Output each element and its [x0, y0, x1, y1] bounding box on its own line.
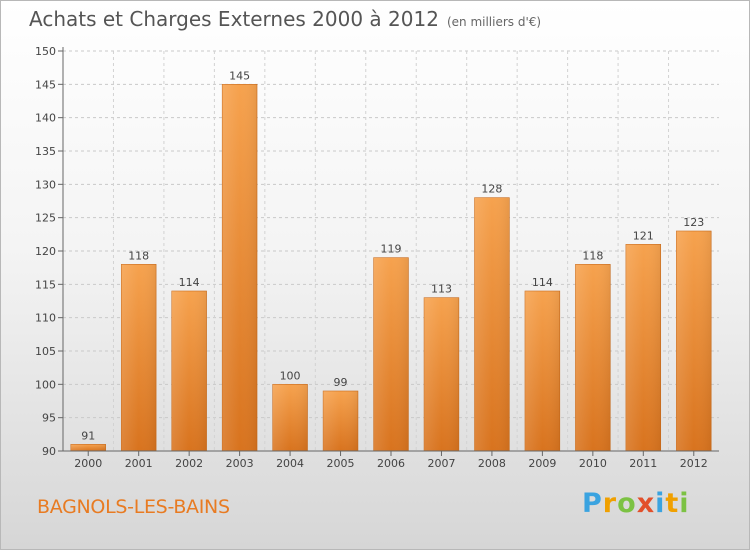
commune-name: BAGNOLS-LES-BAINS: [37, 496, 230, 518]
bar-shade: [272, 384, 308, 451]
data-label: 128: [481, 183, 502, 196]
y-tick-label: 105: [35, 345, 56, 358]
logo-letter: r: [602, 488, 618, 519]
data-label: 123: [683, 216, 704, 229]
y-tick-label: 140: [35, 112, 56, 125]
bar-shade: [625, 244, 661, 451]
bar-shade: [171, 291, 207, 451]
bar-shade: [424, 297, 459, 451]
y-tick-label: 90: [42, 445, 56, 458]
x-tick-label: 2006: [377, 457, 405, 470]
bar-shade: [373, 257, 409, 451]
data-label: 99: [334, 376, 348, 389]
bar-shade: [676, 231, 712, 451]
bar-shade: [474, 197, 510, 451]
y-tick-label: 115: [35, 278, 56, 291]
data-label: 118: [582, 249, 603, 262]
data-label: 113: [431, 283, 452, 296]
data-label: 145: [229, 69, 250, 82]
data-label: 114: [532, 276, 553, 289]
y-tick-label: 125: [35, 212, 56, 225]
y-tick-label: 130: [35, 178, 56, 191]
bar-shade: [524, 291, 560, 451]
bar-shade: [575, 264, 611, 451]
data-label: 121: [633, 229, 654, 242]
x-tick-label: 2007: [427, 457, 455, 470]
x-tick-label: 2005: [327, 457, 355, 470]
y-tick-label: 120: [35, 245, 56, 258]
logo-letter: o: [617, 488, 637, 519]
y-tick-label: 110: [35, 312, 56, 325]
x-tick-label: 2002: [175, 457, 203, 470]
x-tick-label: 2000: [74, 457, 102, 470]
bar-shade: [222, 84, 258, 451]
x-tick-label: 2010: [579, 457, 607, 470]
x-tick-label: 2012: [680, 457, 708, 470]
y-tick-label: 100: [35, 378, 56, 391]
bar-shade: [70, 444, 106, 451]
proxiti-logo: Proxiti: [582, 488, 690, 519]
data-label: 118: [128, 249, 149, 262]
logo-letter: i: [679, 488, 690, 519]
chart-title-text: Achats et Charges Externes 2000 à 2012: [29, 7, 439, 31]
logo-letter: i: [655, 488, 666, 519]
bar-shade: [323, 391, 358, 451]
y-tick-label: 145: [35, 78, 56, 91]
chart-title: Achats et Charges Externes 2000 à 2012 (e…: [29, 7, 541, 31]
data-label: 91: [81, 429, 95, 442]
x-tick-label: 2008: [478, 457, 506, 470]
x-tick-label: 2011: [629, 457, 657, 470]
y-tick-label: 95: [42, 412, 56, 425]
logo-letter: t: [665, 488, 680, 519]
data-label: 114: [179, 276, 200, 289]
x-tick-label: 2009: [528, 457, 556, 470]
bar-shade: [121, 264, 157, 451]
x-tick-label: 2004: [276, 457, 304, 470]
bars: 91 118 114 145 100 99 119 113 128 114 118 121 123: [70, 69, 712, 452]
x-tick-label: 2003: [226, 457, 254, 470]
x-tick-label: 2001: [125, 457, 153, 470]
data-label: 100: [280, 369, 301, 382]
y-tick-label: 150: [35, 45, 56, 58]
chart-unit: (en milliers d'€): [446, 15, 542, 29]
data-label: 119: [381, 243, 402, 256]
logo-letter: x: [636, 488, 656, 519]
logo-letter: P: [582, 488, 603, 519]
y-tick-label: 135: [35, 145, 56, 158]
axes: 90 95 100 105 110 115 120 125 130 135 140 145 150 200…: [35, 45, 719, 470]
